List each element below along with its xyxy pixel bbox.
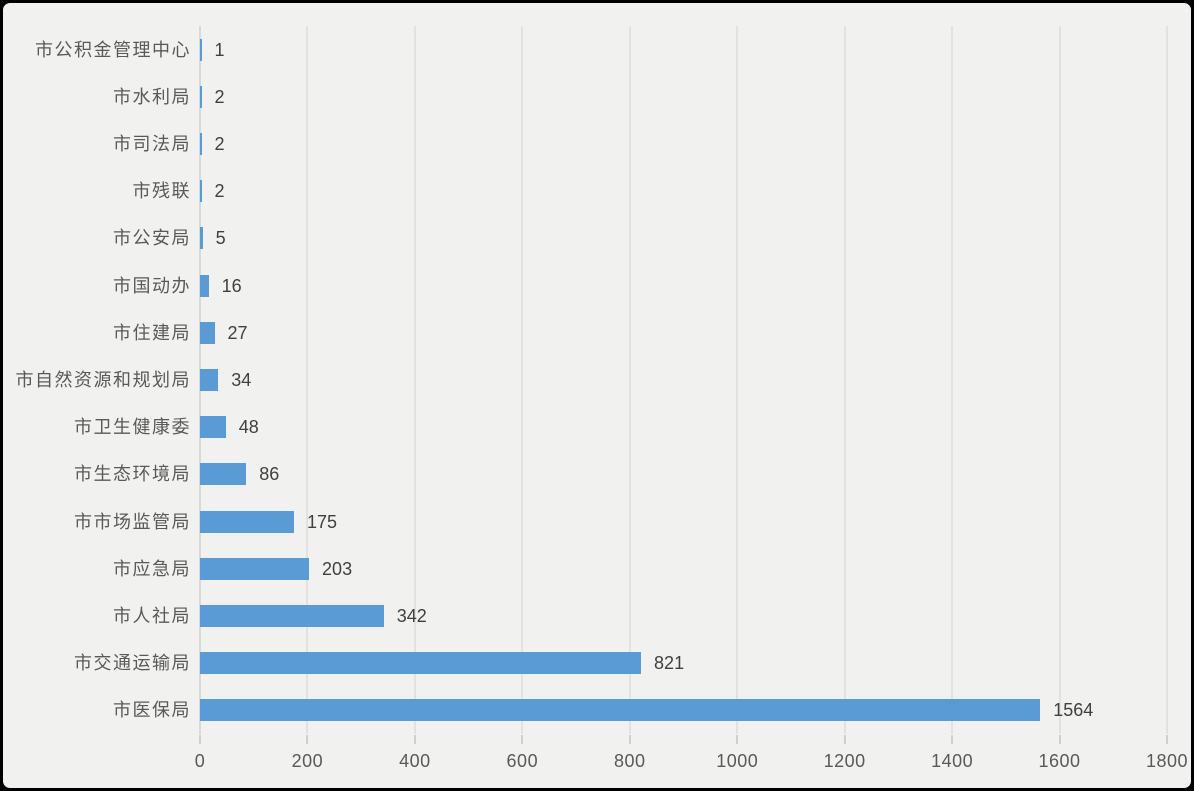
category-label: 市公积金管理中心 — [35, 39, 191, 60]
bar — [200, 557, 310, 580]
x-axis-tick — [413, 735, 416, 744]
x-tick-label: 200 — [291, 751, 324, 771]
department-bar-chart: 0 200 400 600 800 1000 1200 1400 1600 1800 市公积金管理中… — [3, 3, 1191, 788]
bar-value-label: 2 — [214, 134, 225, 154]
bar-value-label: 342 — [396, 606, 427, 626]
category-label: 市市场监管局 — [74, 511, 191, 532]
x-axis-tick — [736, 735, 739, 744]
bar-value-label: 5 — [215, 228, 226, 249]
category-label: 市卫生健康委 — [74, 417, 191, 438]
category-label: 市医保局 — [113, 700, 191, 721]
bar-value-label: 203 — [322, 558, 353, 579]
bar — [200, 699, 1041, 722]
x-tick-label: 0 — [194, 751, 206, 771]
gridline — [843, 26, 846, 734]
x-tick-label: 1000 — [716, 751, 759, 771]
category-label: 市残联 — [132, 181, 191, 202]
bar — [200, 133, 202, 155]
bar-value-label: 48 — [238, 417, 259, 438]
x-tick-label: 1200 — [823, 751, 866, 771]
bar-value-label: 1 — [214, 39, 225, 60]
category-label: 市自然资源和规划局 — [15, 370, 191, 390]
x-tick-label: 600 — [506, 751, 539, 771]
bar-value-label: 16 — [221, 275, 242, 296]
category-label: 市公安局 — [113, 228, 191, 249]
bar-value-label: 1564 — [1053, 700, 1094, 721]
category-label: 市交通运输局 — [74, 653, 191, 674]
x-axis-tick — [306, 735, 309, 744]
bar-value-label: 34 — [231, 370, 252, 390]
bar — [200, 652, 642, 675]
category-label: 市生态环境局 — [74, 464, 191, 485]
x-axis-tick — [628, 735, 631, 744]
x-axis-tick — [1058, 735, 1061, 744]
category-label: 市国动办 — [113, 275, 191, 296]
gridline — [628, 26, 631, 734]
bar-value-label: 821 — [654, 653, 685, 674]
bar — [200, 274, 209, 297]
x-tick-label: 1800 — [1145, 751, 1189, 771]
category-label: 市司法局 — [113, 134, 191, 154]
bar-value-label: 86 — [259, 464, 280, 485]
x-tick-label: 1400 — [931, 751, 974, 771]
bar — [200, 416, 226, 439]
category-label: 市水利局 — [113, 86, 191, 107]
bar — [200, 463, 247, 486]
x-axis-tick — [521, 735, 524, 744]
gridline — [1058, 26, 1061, 734]
bar — [200, 227, 203, 250]
bar — [200, 510, 294, 533]
bar-value-label: 2 — [214, 86, 225, 107]
category-label: 市住建局 — [113, 322, 191, 343]
bar — [200, 180, 202, 203]
x-axis-tick — [843, 735, 846, 744]
gridline — [1166, 26, 1168, 734]
x-axis-tick — [199, 735, 201, 744]
x-tick-label: 400 — [399, 751, 431, 771]
gridline — [951, 26, 954, 734]
bar — [200, 605, 384, 627]
bar-value-label: 175 — [307, 511, 338, 532]
bar — [200, 38, 202, 61]
bar — [200, 85, 202, 108]
x-tick-label: 800 — [613, 751, 646, 771]
bar-value-label: 2 — [214, 181, 225, 202]
gridline — [736, 26, 739, 734]
category-label: 市人社局 — [113, 606, 191, 626]
x-tick-label: 1600 — [1038, 751, 1081, 771]
x-axis-tick — [951, 735, 954, 744]
gridline — [306, 26, 309, 734]
gridline — [521, 26, 524, 734]
category-label: 市应急局 — [113, 558, 191, 579]
x-axis-tick — [1166, 735, 1168, 744]
bar — [200, 369, 219, 391]
bar-value-label: 27 — [227, 322, 248, 343]
gridline — [413, 26, 416, 734]
bar — [200, 321, 215, 344]
